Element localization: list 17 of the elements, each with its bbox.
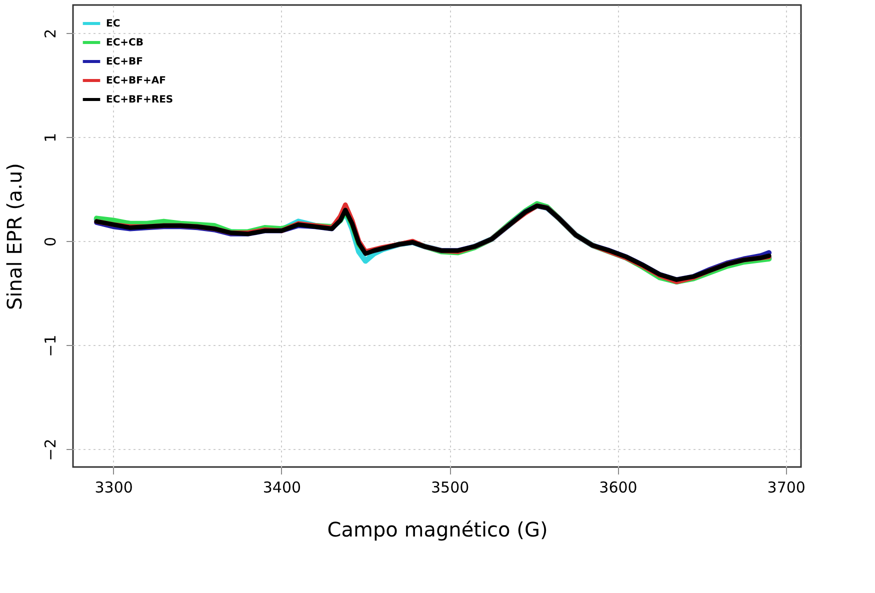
x-tick-label: 3400 [262, 478, 302, 496]
legend-label: EC+BF+RES [106, 94, 174, 106]
legend-label: EC+BF+AF [106, 76, 166, 86]
y-tick-label: 1 [42, 132, 60, 142]
x-tick-label: 3300 [94, 478, 133, 496]
legend-label: EC+CB [106, 38, 144, 48]
y-tick-label: −2 [42, 438, 60, 461]
x-tick-label: 3500 [431, 478, 470, 496]
y-tick-label: −1 [42, 334, 60, 357]
y-tick-label: 2 [42, 28, 60, 38]
y-tick-label: 0 [42, 236, 60, 246]
x-tick-label: 3700 [767, 478, 806, 496]
x-tick-label: 3600 [599, 478, 638, 496]
legend-label: EC+BF [106, 56, 144, 68]
y-axis-title: Sinal EPR (a.u) [2, 163, 26, 310]
x-axis-title: Campo magnético (G) [327, 518, 548, 542]
legend-label: EC [106, 18, 120, 30]
